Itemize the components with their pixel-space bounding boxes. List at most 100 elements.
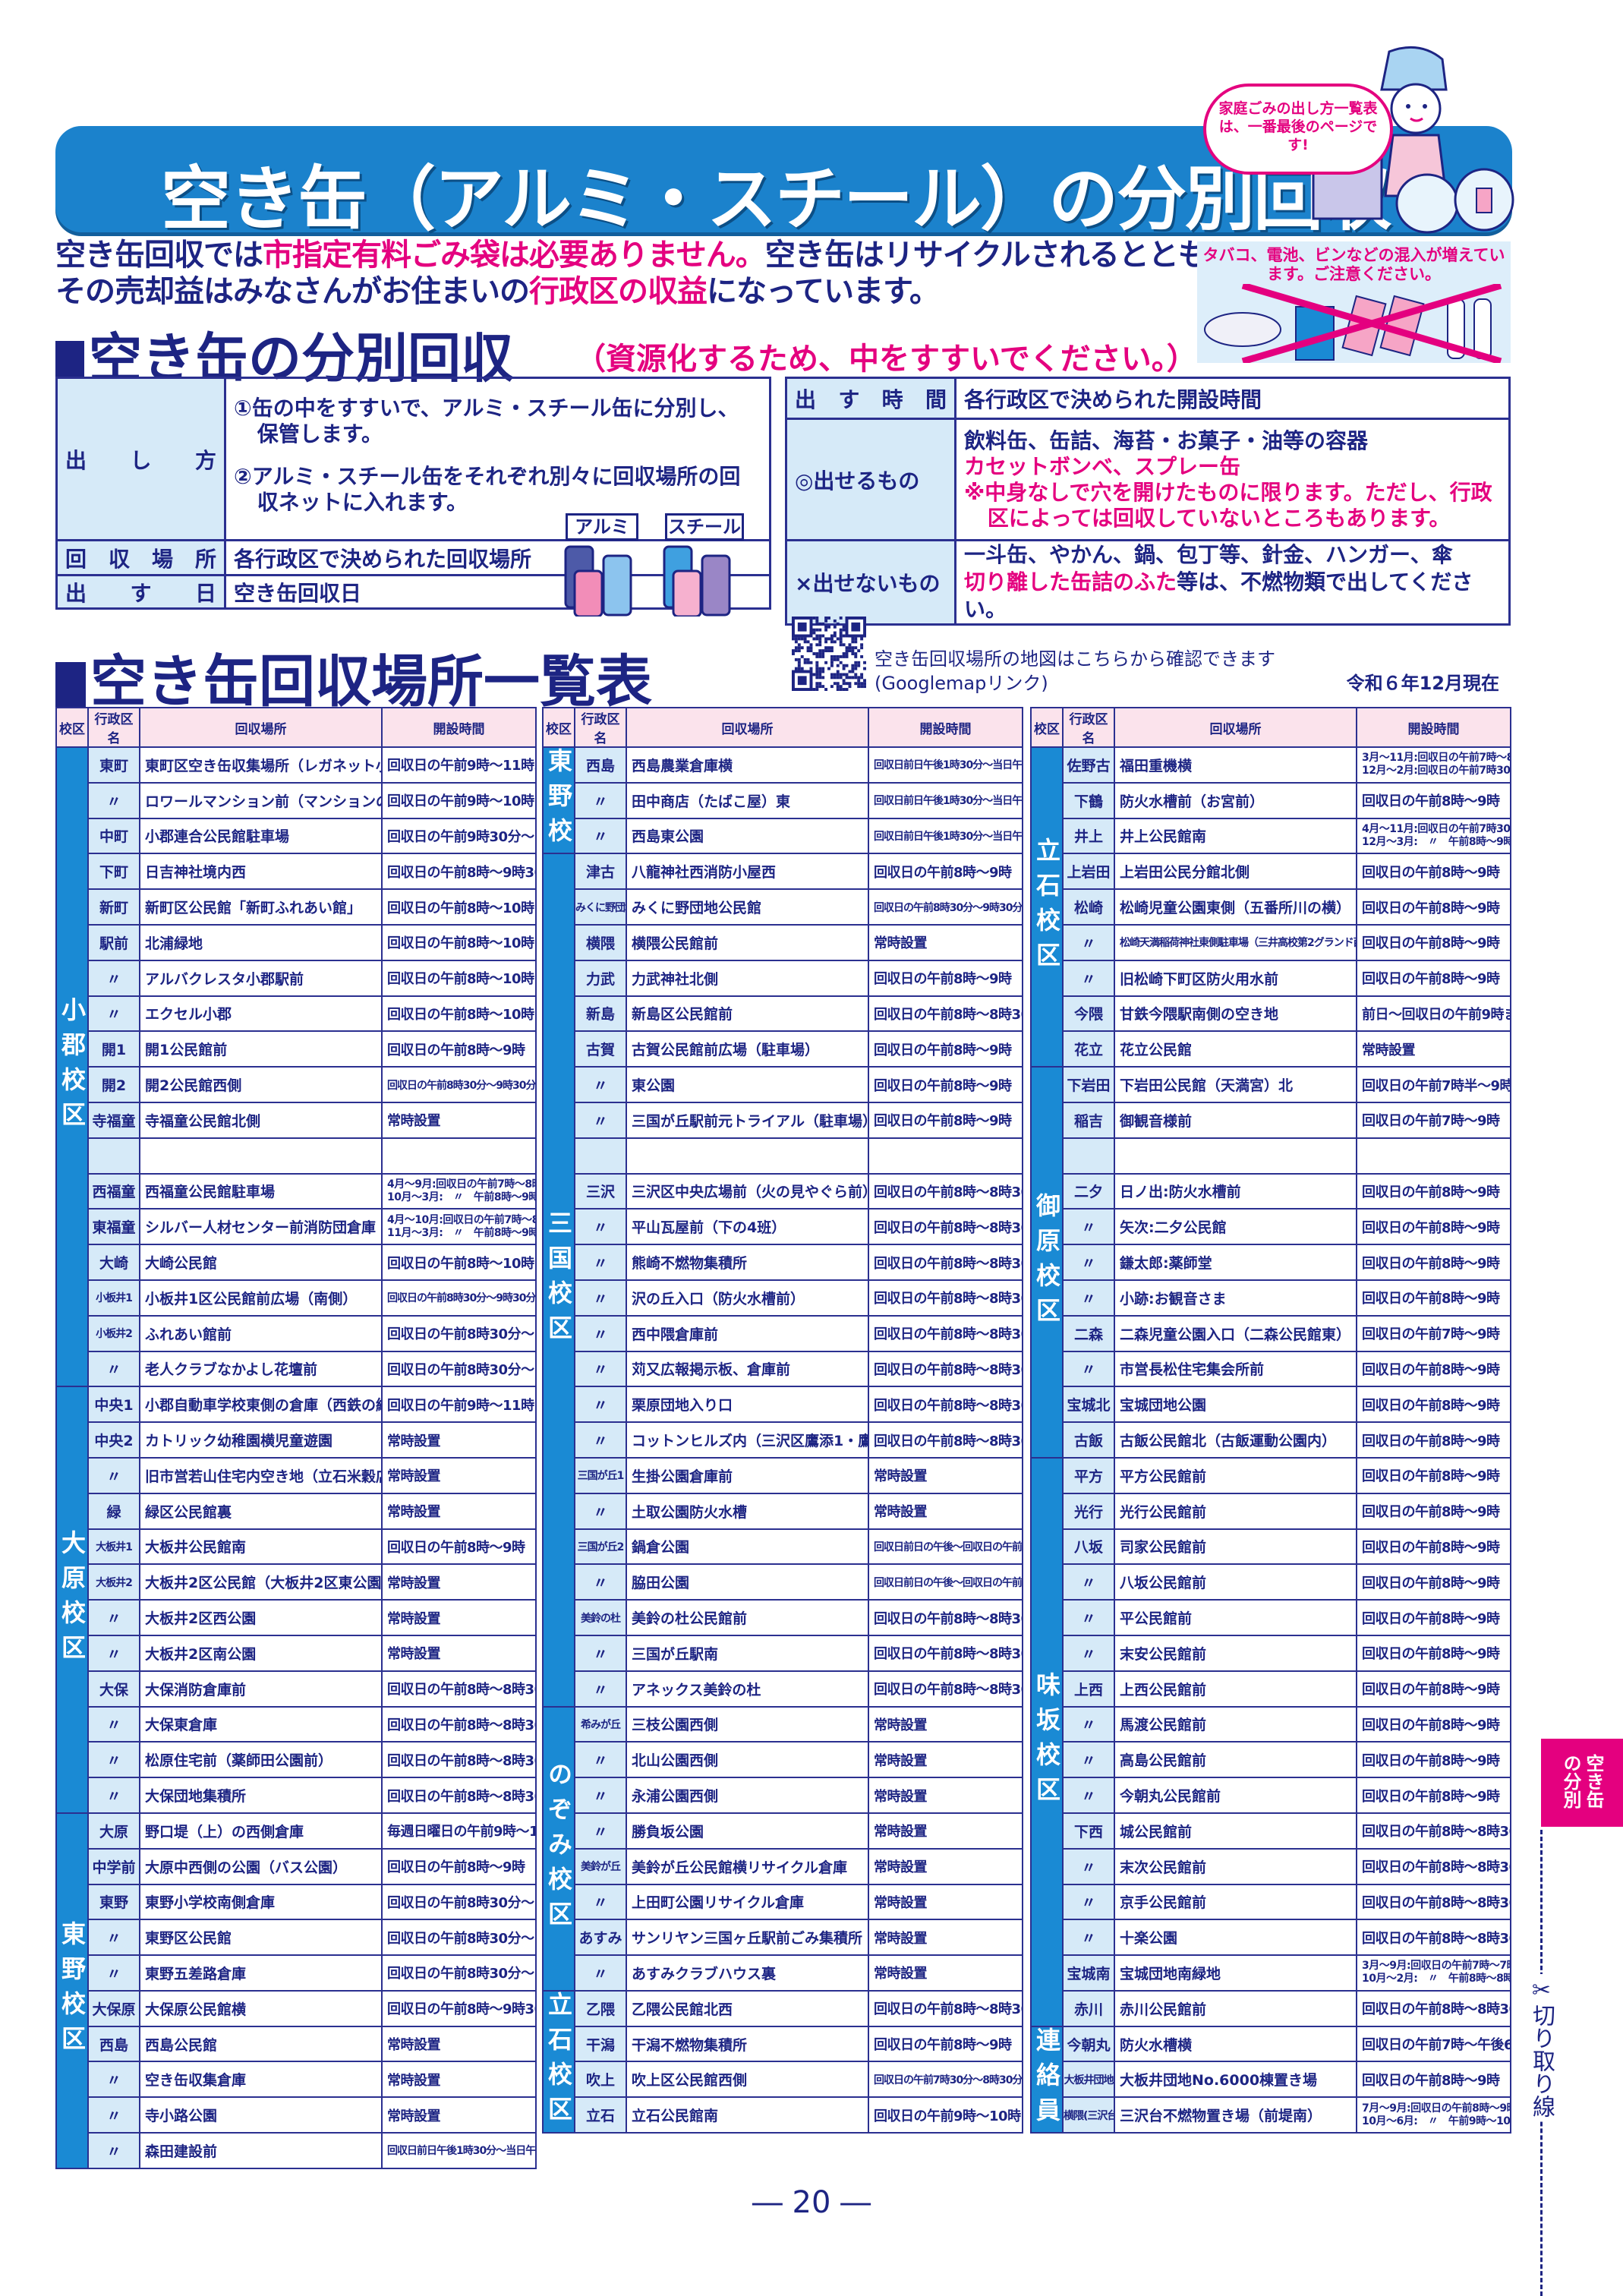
hours-cell: 常時設置 <box>381 1599 537 1636</box>
district-cell: 希みが丘 <box>574 1705 627 1743</box>
cut-line-label: ✂切り取り線 <box>1527 1974 1555 2121</box>
location-cell: 東野小学校南側倉庫 <box>139 1883 383 1921</box>
location-cell: 小跡:お観音さま <box>1114 1279 1357 1317</box>
table-row: 中央2 カトリック幼稚園横児童遊園 常時設置 <box>56 1421 537 1459</box>
column-header-district: 行政区名 <box>87 707 140 748</box>
location-cell: 立石公民館南 <box>626 2096 869 2134</box>
hours-cell: 回収日の午前8時～9時 <box>1356 1456 1511 1494</box>
district-cell: 〃 <box>1062 1563 1115 1601</box>
district-cell: 〃 <box>574 817 627 855</box>
location-cell: 末安公民館前 <box>1114 1634 1357 1672</box>
school-district-label: 大原校区 <box>55 1386 89 1814</box>
hours-cell: 回収日の午前8時～9時 <box>1356 1599 1511 1636</box>
district-cell: 〃 <box>87 2132 140 2169</box>
hours-cell: 回収日前日の午後～回収日の午前8時30分 <box>868 1528 1023 1566</box>
location-cell: 三枝公園西側 <box>626 1705 869 1743</box>
hours-cell: 回収日の午前8時～8時30分 <box>868 1421 1023 1459</box>
location-cell: 脇田公園 <box>626 1563 869 1601</box>
district-cell: 赤川 <box>1062 1989 1115 2027</box>
district-cell: 西福童 <box>87 1172 140 1210</box>
map-link-text: 空き缶回収場所の地図はこちらから確認できます <box>875 648 1275 670</box>
warning-box: タバコ、電池、ビンなどの混入が増えています。ご注意ください。 <box>1197 241 1511 363</box>
hours-cell: 回収日の午前8時～9時30分 <box>381 853 537 891</box>
qr-code-icon[interactable] <box>792 617 866 691</box>
table-row: 中学前 大原中西側の公園（バス公園） 回収日の午前8時～9時 <box>56 1847 537 1885</box>
district-cell: 中町 <box>87 817 140 855</box>
location-cell: 新町区公民館「新町ふれあい館」 <box>139 888 383 926</box>
ok-items: 飲料缶、缶詰、海苔・お菓子・油等の容器 カセットボンベ、スプレー缶 ※中身なしで… <box>954 418 1511 541</box>
hours-cell: 回収日の午前8時30分～10時 <box>381 1314 537 1352</box>
district-cell: 〃 <box>1062 923 1115 961</box>
hours-cell: 回収日の午前8時～9時 <box>1356 2061 1511 2099</box>
location-cell: 大板井団地No.6000棟置き場 <box>1114 2061 1357 2099</box>
steel-sign: スチール <box>665 513 744 541</box>
table-row: 宝城北 宝城団地公園 回収日の午前8時～9時 <box>1031 1386 1511 1424</box>
location-cell: 東野区公民館 <box>139 1919 383 1957</box>
location-cell: 赤川公民館前 <box>1114 1989 1357 2027</box>
hours-cell: 回収日の午前8時～9時 <box>1356 1492 1511 1530</box>
district-cell: 〃 <box>574 1634 627 1672</box>
hours-cell: 回収日の午前8時～8時30分 <box>1356 1989 1511 2027</box>
ok-label: ◎出せるもの <box>785 418 956 541</box>
intro-highlight: 行政区の収益 <box>529 274 708 309</box>
table-row: 御原校区 下岩田 下岩田公民館（天満宮）北 回収日の午前7時半～9時 <box>1030 1066 1511 1459</box>
district-cell: 二夕 <box>1062 1172 1115 1210</box>
table-row: 小板井1 小板井1区公民館前広場（南側） 回収日の午前8時30分～9時30分 <box>56 1279 537 1317</box>
district-cell: 上岩田 <box>1062 853 1115 891</box>
warning-text: タバコ、電池、ビンなどの混入が増えています。ご注意ください。 <box>1202 246 1505 283</box>
location-cell: 日ノ出:防火水槽前 <box>1114 1172 1357 1210</box>
location-cell: 松崎児童公園東側（五番所川の横） <box>1114 888 1357 926</box>
location-cell: 高島公民館前 <box>1114 1741 1357 1779</box>
table-row: 〃沢の丘入口（防火水槽前）回収日の午前8時～8時30分 <box>543 1279 1023 1317</box>
hours-cell: 回収日の午前8時～9時 <box>868 1101 1023 1139</box>
hours-cell: 回収日の午前8時～8時30分 <box>868 1244 1023 1281</box>
location-cell: 横隈公民館前 <box>626 923 869 961</box>
ok-line-1: 飲料缶、缶詰、海苔・お菓子・油等の容器 <box>964 427 1369 453</box>
hours-cell: 回収日の午前8時～9時 <box>1356 781 1511 819</box>
hours-cell: 常時設置 <box>868 923 1023 961</box>
district-cell: 〃 <box>1062 1741 1115 1779</box>
location-cell: 平山瓦屋前（下の4班） <box>626 1208 869 1246</box>
location-cell: 大保原公民館横 <box>139 1989 383 2027</box>
hours-cell: 回収日の午前9時～10時 <box>868 2096 1023 2134</box>
location-cell: 松崎天満稲荷神社東側駐車場（三井高校第2グランド西側） <box>1114 923 1357 961</box>
school-district-label: 立石校区 <box>1030 746 1064 1068</box>
district-cell: 大板井1 <box>87 1528 140 1566</box>
location-cell <box>139 1137 383 1175</box>
hours-cell: 回収日の午前8時～8時30分 <box>868 995 1023 1033</box>
location-cell: ロワールマンション前（マンションの住人のみ） <box>139 781 383 819</box>
hours-cell: 回収日の午前8時～9時 <box>1356 1172 1511 1210</box>
hours-cell: 常時設置 <box>1356 1030 1511 1068</box>
hours-cell: 常時設置 <box>868 1456 1023 1494</box>
district-cell: 〃 <box>87 959 140 997</box>
hours-cell: 3月～9月:回収日の午前7時～7時30分 10月～2月: 〃 午前8時～8時30… <box>1356 1954 1511 1992</box>
district-cell: 〃 <box>1062 1244 1115 1281</box>
table-row: 緑緑区公民館裏 常時設置 <box>56 1492 537 1530</box>
district-cell: 〃 <box>574 1954 627 1992</box>
time-label: 出す時間 <box>785 377 956 420</box>
location-cell: 東野五差路倉庫 <box>139 1954 383 1992</box>
location-cell: みくに野団地公民館 <box>626 888 869 926</box>
hours-cell: 回収日の午前8時30分～10時 <box>381 1883 537 1921</box>
table-row: 〃東公園 回収日の午前8時～9時 <box>543 1066 1023 1103</box>
table-row: みくに野団地みくに野団地公民館回収日の午前8時30分～9時30分 <box>543 888 1023 926</box>
district-cell: 〃 <box>1062 1847 1115 1885</box>
location-cell: あすみクラブハウス裏 <box>626 1954 869 1992</box>
table-row: 大板井2 大板井2区公民館（大板井2区東公園） 常時設置 <box>56 1563 537 1601</box>
table-row: 立石校区 佐野古 福田重機横 3月～11月:回収日の午前7時～8時 12月～2月:回収… <box>1030 746 1511 1068</box>
hours-cell: 回収日の午前7時～9時 <box>1356 1101 1511 1139</box>
district-cell: 松崎 <box>1062 888 1115 926</box>
hours-cell: 常時設置 <box>868 1919 1023 1957</box>
district-cell: 下町 <box>87 853 140 891</box>
district-cell: 小板井2 <box>87 1314 140 1352</box>
